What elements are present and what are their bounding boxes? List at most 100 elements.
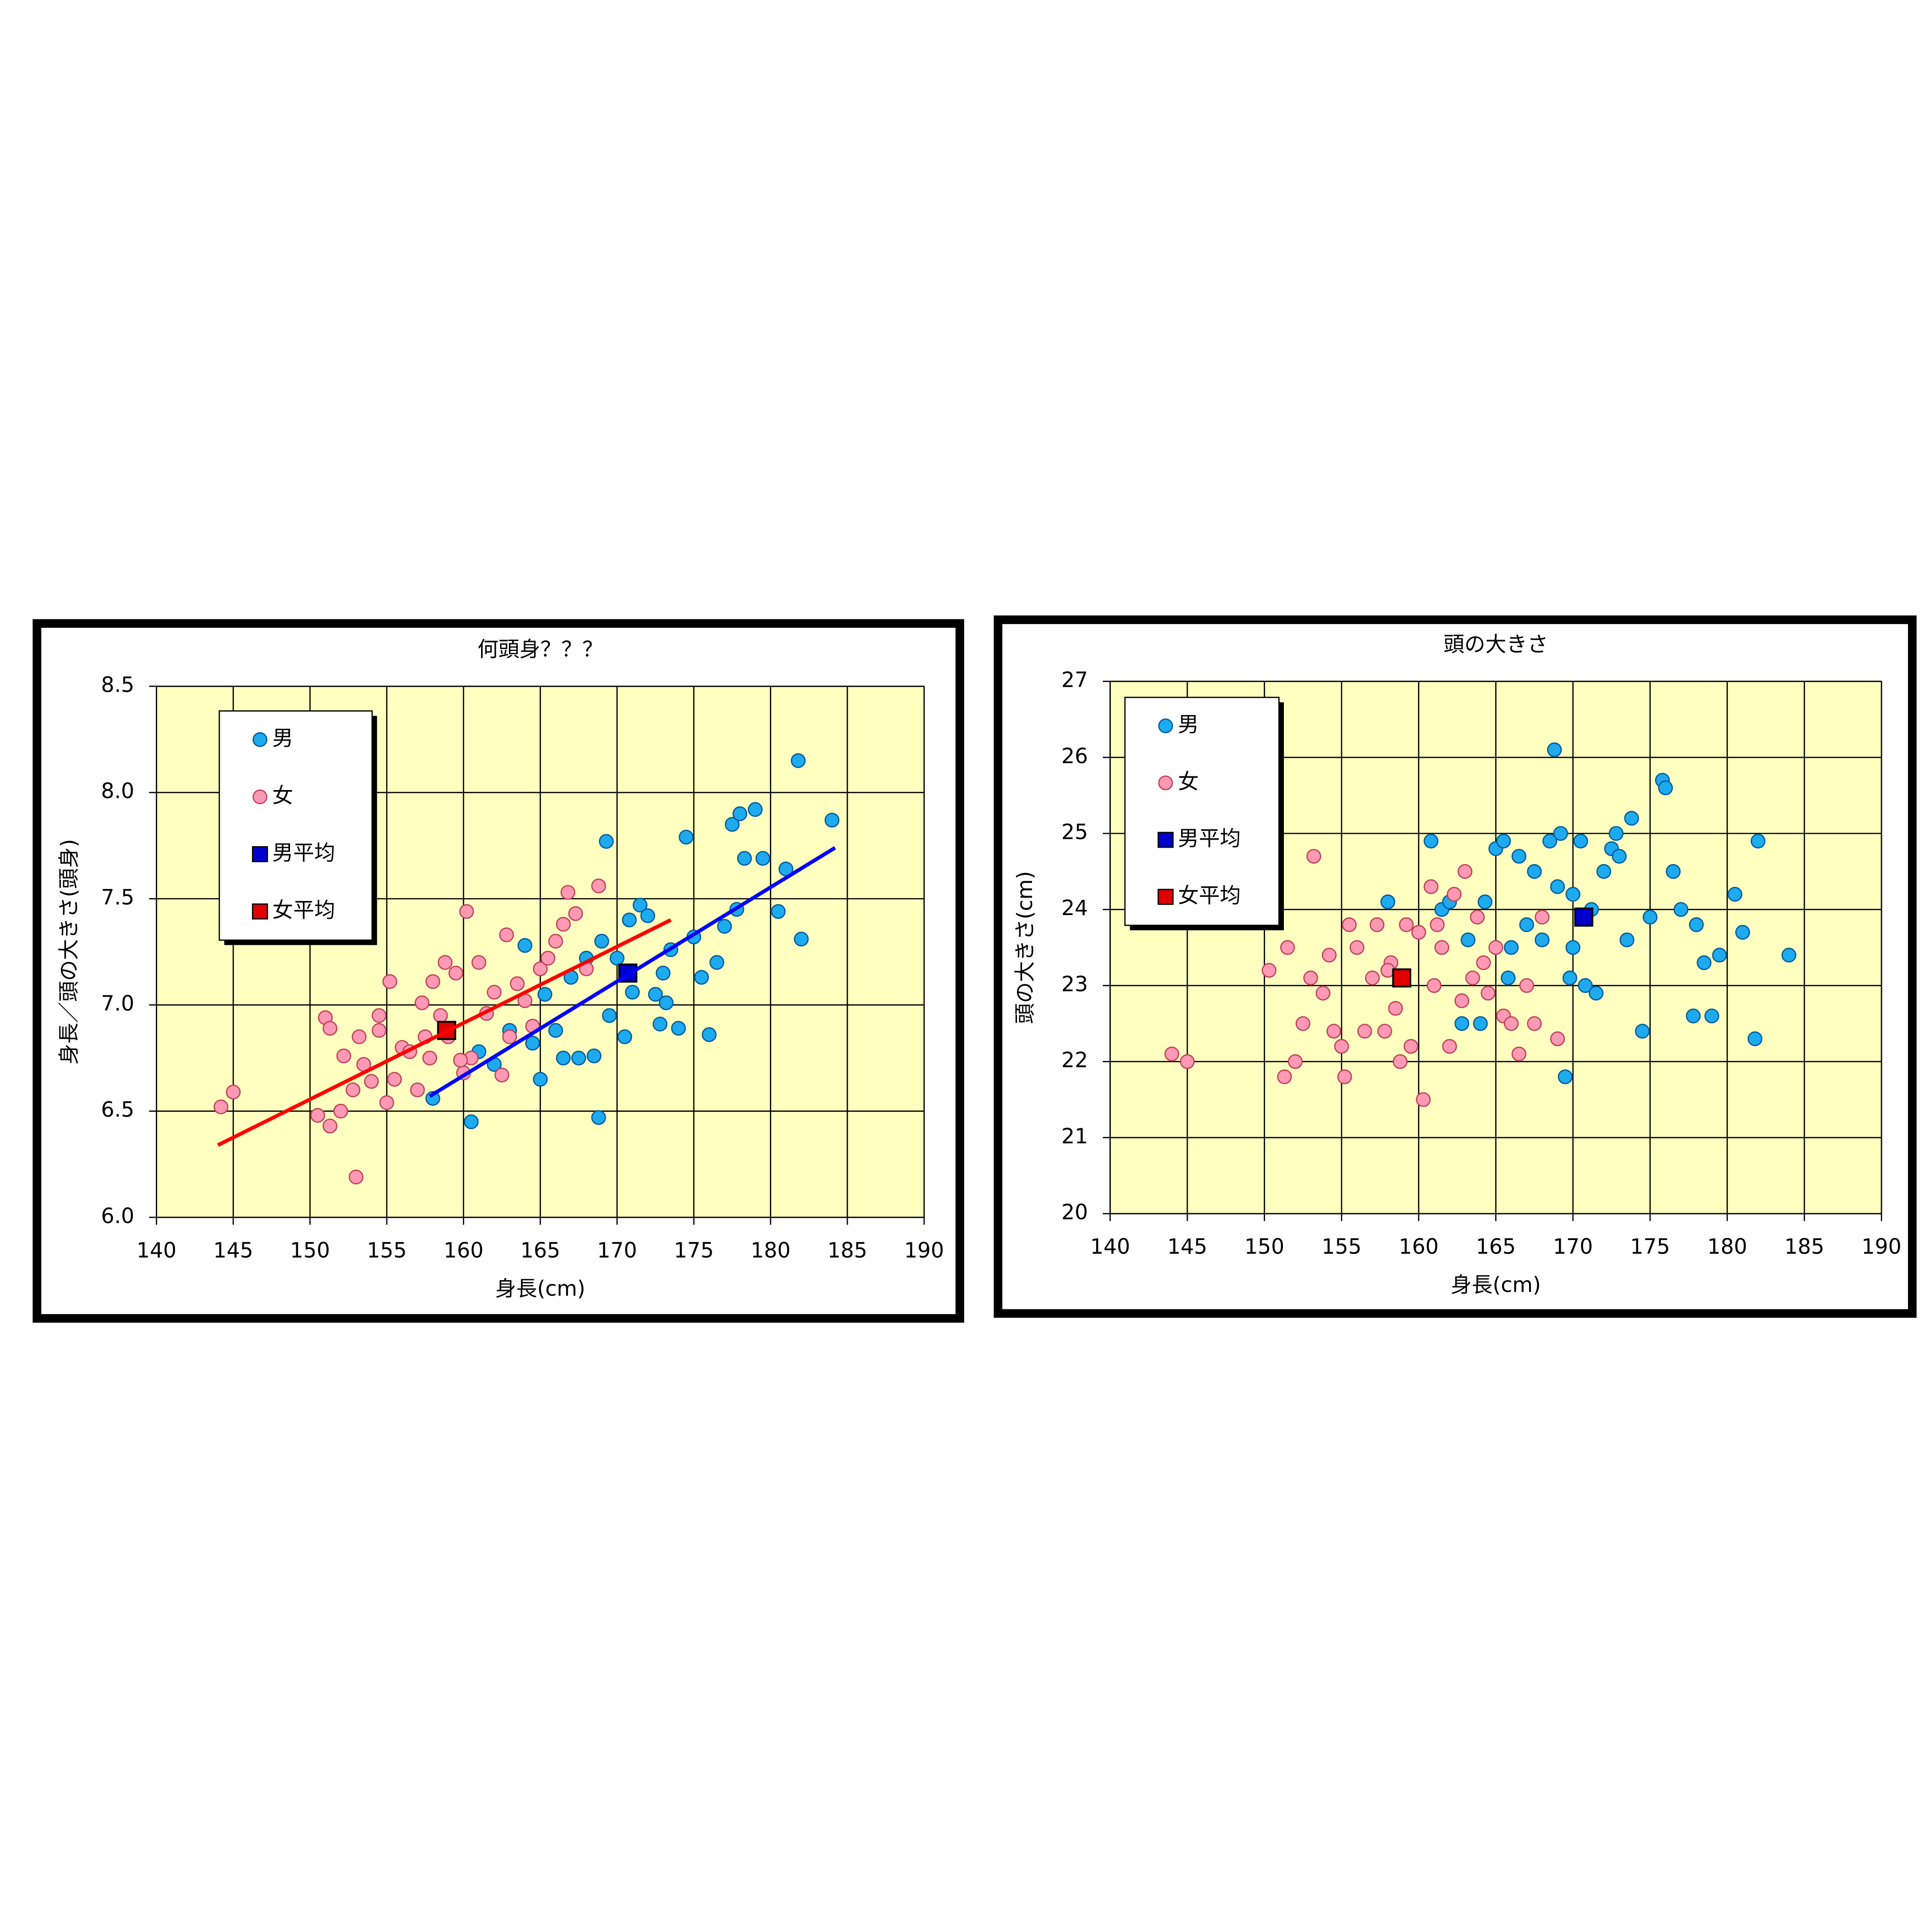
data-point: [724, 817, 740, 832]
data-point: [1365, 970, 1380, 985]
data-point: [748, 802, 763, 817]
data-point: [541, 950, 556, 966]
legend-marker: [252, 903, 268, 920]
y-tick-label: 21: [1061, 1124, 1088, 1149]
x-tick-label: 170: [597, 1239, 637, 1263]
data-point: [1460, 933, 1476, 948]
data-point: [548, 1023, 563, 1038]
legend-label: 女: [272, 783, 293, 808]
data-point: [1519, 978, 1534, 993]
data-point: [560, 885, 575, 900]
data-point: [425, 974, 441, 989]
data-point: [1392, 1054, 1408, 1069]
x-tick-label: 155: [367, 1239, 407, 1263]
legend-marker: [1158, 889, 1174, 905]
data-point: [1380, 894, 1396, 909]
x-tick-label: 165: [520, 1239, 560, 1263]
data-point: [1666, 864, 1681, 879]
data-point: [1557, 1069, 1573, 1084]
y-tick-label: 7.5: [101, 885, 134, 909]
data-point: [322, 1021, 338, 1036]
data-point: [322, 1118, 338, 1133]
chart-title: 何頭身？？？: [477, 637, 603, 661]
data-point: [1434, 940, 1449, 955]
x-axis-label: 身長(cm): [495, 1277, 585, 1301]
data-point: [671, 1021, 686, 1036]
data-point: [1280, 940, 1295, 955]
data-point: [1547, 742, 1562, 758]
data-point: [1334, 1039, 1349, 1054]
data-point: [1416, 1092, 1431, 1107]
data-point: [625, 984, 640, 1000]
data-point: [1674, 902, 1689, 917]
data-point: [1295, 1016, 1311, 1031]
data-point: [1511, 1046, 1526, 1062]
x-tick-label: 170: [1553, 1235, 1593, 1259]
data-point: [349, 1169, 364, 1185]
data-point: [1349, 940, 1365, 955]
legend-marker: [252, 846, 268, 862]
data-point: [1377, 1024, 1392, 1039]
data-point: [382, 974, 398, 989]
x-tick-label: 185: [827, 1239, 867, 1263]
data-point: [1288, 1054, 1303, 1069]
y-tick-label: 27: [1061, 668, 1088, 692]
y-tick-label: 23: [1061, 972, 1088, 996]
y-tick-label: 7.0: [101, 992, 134, 1016]
data-point: [755, 851, 771, 866]
data-point: [556, 916, 571, 932]
data-point: [1578, 978, 1593, 993]
legend-label: 男: [272, 726, 293, 750]
data-point: [1697, 955, 1712, 970]
y-axis-label: 頭の大きさ(cm): [1013, 871, 1037, 1024]
x-tick-label: 145: [213, 1239, 253, 1263]
data-point: [471, 955, 486, 970]
data-point: [517, 938, 533, 953]
data-point: [1500, 970, 1516, 985]
data-point: [1476, 955, 1491, 970]
data-point: [1457, 864, 1473, 879]
x-tick-label: 155: [1322, 1235, 1362, 1259]
data-point: [694, 970, 709, 985]
data-point: [1550, 1031, 1565, 1046]
data-point: [591, 1110, 606, 1125]
data-point: [1589, 985, 1604, 1001]
data-point: [1326, 1024, 1341, 1039]
data-point: [1504, 940, 1519, 955]
data-point: [509, 976, 525, 991]
legend-marker: [252, 789, 267, 805]
data-point: [310, 1108, 325, 1123]
data-point: [464, 1114, 479, 1129]
data-point: [732, 806, 748, 821]
x-tick-label: 185: [1784, 1235, 1824, 1259]
x-tick-label: 145: [1167, 1235, 1208, 1259]
data-point: [372, 1023, 387, 1038]
data-point: [1442, 1039, 1457, 1054]
x-tick-label: 180: [750, 1239, 791, 1263]
data-point: [1727, 887, 1742, 902]
data-point: [1426, 978, 1442, 993]
legend-label: 男平均: [272, 841, 335, 865]
data-point: [499, 927, 514, 942]
legend-label: 男: [1178, 713, 1199, 737]
data-point: [487, 984, 502, 1000]
data-point: [1619, 933, 1634, 948]
legend-label: 女: [1178, 770, 1199, 794]
data-point: [459, 904, 474, 919]
data-point: [1612, 849, 1627, 864]
x-tick-label: 175: [674, 1239, 714, 1263]
data-point: [1424, 833, 1439, 849]
data-point: [415, 995, 430, 1010]
data-point: [1596, 864, 1611, 879]
chart: 何頭身？？？ 身長(cm) 身長／頭の大きさ(頭身) 140 145 150 155 160 1…: [33, 619, 965, 1323]
data-point: [701, 1027, 717, 1042]
data-point: [1712, 948, 1727, 963]
data-point: [1689, 917, 1704, 933]
data-point: [1470, 909, 1485, 925]
mean-point: [1574, 908, 1593, 927]
data-point: [1562, 970, 1577, 985]
data-point: [571, 1050, 586, 1066]
